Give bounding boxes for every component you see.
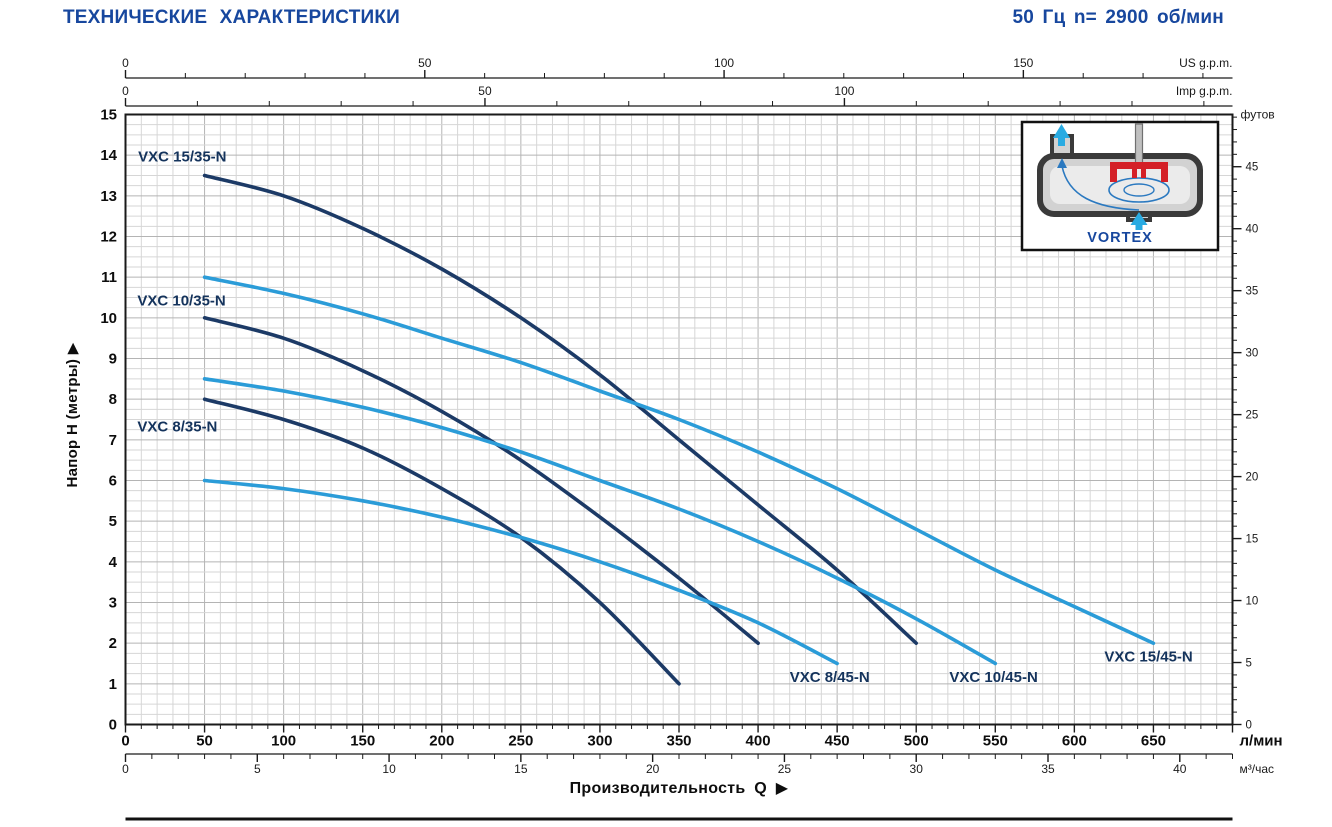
tick-label: 12 — [100, 229, 117, 246]
curve-VXC-8-35-N — [202, 397, 681, 686]
up-arrow-outlet-icon — [1053, 124, 1070, 146]
curve-labels: VXC 15/35-N VXC 10/35-N VXC 8/35-N VXC 15/4… — [137, 148, 1192, 686]
pump-shaft — [1134, 123, 1144, 169]
tick-label: 13 — [100, 188, 117, 205]
tick-label: 40 — [1173, 762, 1187, 776]
x-axis-title: Производительность Q ▶ — [569, 780, 789, 797]
curve-VXC-8-45-N — [202, 478, 839, 666]
tick-label: 3 — [109, 595, 117, 612]
tick-label: 5 — [109, 513, 117, 530]
curve-VXC-10-45-N — [202, 377, 998, 666]
tick-label: 25 — [1246, 410, 1259, 422]
tick-label: 7 — [109, 432, 117, 449]
tick-label: 5 — [254, 762, 261, 776]
tick-label: 15 — [100, 107, 117, 124]
tick-label: 50 — [418, 56, 432, 70]
tick-label: 0 — [1246, 720, 1252, 732]
tick-label: 20 — [646, 762, 660, 776]
tick-label: 550 — [983, 733, 1008, 750]
tick-label: 650 — [1141, 733, 1166, 750]
tick-label: 35 — [1246, 286, 1259, 298]
tick-label: 50 — [196, 733, 213, 750]
tick-label: 600 — [1062, 733, 1087, 750]
tick-label: 14 — [100, 147, 117, 164]
tick-label: 20 — [1246, 472, 1259, 484]
tick-label: 100 — [714, 56, 734, 70]
tick-label: 35 — [1041, 762, 1055, 776]
curve-VXC-15-35-N — [202, 173, 918, 645]
tick-label: 45 — [1246, 162, 1259, 174]
curve-label: VXC 8/35-N — [137, 419, 217, 436]
tick-label: 10 — [100, 310, 117, 327]
tick-label: 0 — [122, 84, 129, 98]
flow-path-icon — [1061, 165, 1140, 211]
tick-label: 10 — [382, 762, 396, 776]
axis-unit-label: л/мин — [1240, 733, 1283, 750]
axes: 0 50 100 150 US g.p.m.0 50 100 Imp g.p.m.0 50 100… — [100, 56, 1282, 776]
curve-VXC-10-35-N — [202, 316, 760, 645]
tick-label: 100 — [271, 733, 296, 750]
tick-label: 15 — [1246, 534, 1259, 546]
tick-label: 350 — [666, 733, 691, 750]
tick-label: 150 — [350, 733, 375, 750]
tick-label: 0 — [122, 56, 129, 70]
vortex-inset: VORTEX — [1020, 120, 1220, 252]
tick-label: 250 — [508, 733, 533, 750]
tick-label: 5 — [1246, 658, 1252, 670]
tick-label: 500 — [904, 733, 929, 750]
inset-title: VORTEX — [1087, 230, 1153, 246]
flow-swirl-icon — [1108, 177, 1170, 203]
tick-label: 1 — [109, 676, 117, 693]
axis-unit-label: м³/час — [1240, 762, 1275, 776]
pump-cavity — [1050, 166, 1190, 204]
impeller-icon — [1110, 162, 1168, 182]
grid — [125, 114, 1233, 725]
tick-label: 50 — [478, 84, 492, 98]
tick-label: 25 — [778, 762, 792, 776]
tick-label: 0 — [122, 762, 129, 776]
tick-label: 30 — [910, 762, 924, 776]
tick-label: 8 — [109, 391, 117, 408]
up-arrow-inlet-icon — [1130, 212, 1148, 230]
tick-label: 15 — [514, 762, 528, 776]
axis-unit-label: футов — [1241, 108, 1275, 122]
tick-label: 150 — [1013, 56, 1033, 70]
tick-label: 400 — [746, 733, 771, 750]
tick-label: 40 — [1246, 224, 1259, 236]
tick-label: 2 — [109, 635, 117, 652]
tick-label: 0 — [121, 733, 129, 750]
tick-label: 10 — [1246, 596, 1259, 608]
tick-label: 11 — [101, 269, 117, 286]
tick-label: 0 — [109, 717, 117, 734]
curve-label: VXC 8/45-N — [790, 669, 870, 686]
page-title: ТЕХНИЧЕСКИЕ ХАРАКТЕРИСТИКИ — [63, 7, 401, 28]
tick-label: 200 — [429, 733, 454, 750]
axis-unit-label: Imp g.p.m. — [1176, 84, 1233, 98]
curve-label: VXC 10/45-N — [949, 669, 1037, 686]
curve-VXC-15-45-N — [202, 275, 1156, 645]
curves — [202, 173, 1156, 686]
flow-arrowhead-icon — [1057, 158, 1067, 168]
frequency-spec: 50 Гц n= 2900 об/мин — [1012, 7, 1224, 28]
tick-label: 100 — [834, 84, 854, 98]
curve-label: VXC 15/35-N — [138, 148, 226, 165]
tick-label: 9 — [109, 351, 117, 368]
tick-label: 30 — [1246, 348, 1259, 360]
tick-label: 6 — [109, 473, 117, 490]
curve-label: VXC 10/35-N — [137, 293, 225, 310]
curve-label: VXC 15/45-N — [1104, 648, 1192, 665]
tick-label: 4 — [109, 554, 118, 571]
flow-swirl-inner-icon — [1123, 183, 1155, 197]
tick-label: 300 — [587, 733, 612, 750]
axis-unit-label: US g.p.m. — [1179, 56, 1232, 70]
tick-label: 450 — [825, 733, 850, 750]
